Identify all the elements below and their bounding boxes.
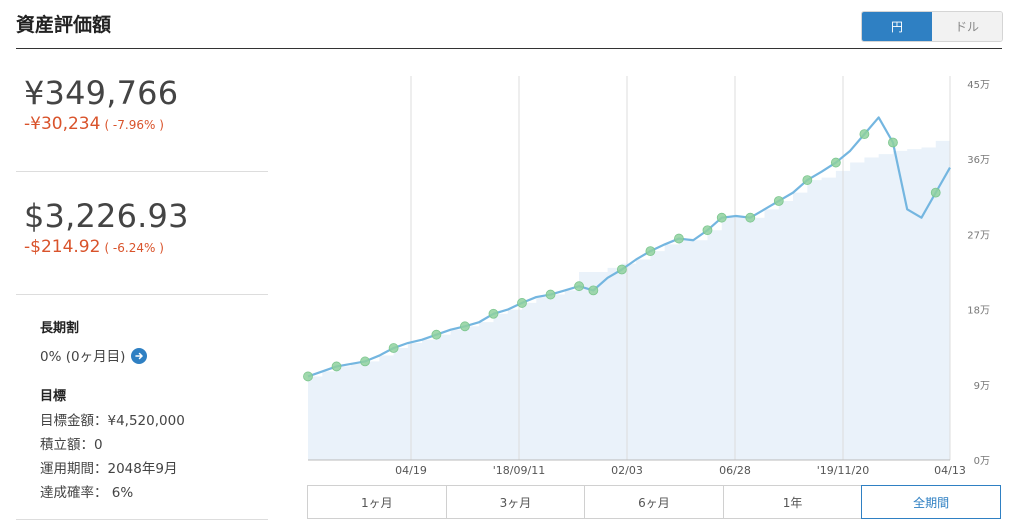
yen-change: -¥30,234( -7.96% ) [24, 114, 178, 134]
summary-divider [16, 294, 268, 295]
y-tick-label: 27万 [967, 230, 990, 241]
range-tab-all[interactable]: 全期間 [861, 485, 1001, 519]
summary-divider [16, 171, 268, 172]
deposit-marker [859, 129, 870, 140]
deposit-marker [488, 308, 499, 319]
deposit-marker [645, 246, 656, 257]
y-tick-label: 9万 [974, 381, 990, 392]
usd-change-percent: ( -6.24% ) [104, 241, 164, 255]
long-term-value: 0% (0ヶ月目) [40, 349, 126, 365]
long-term-arrow-button[interactable] [131, 348, 148, 364]
dollar-currency-button[interactable]: ドル [932, 12, 1002, 41]
yen-summary: ¥349,766 -¥30,234( -7.96% ) [24, 74, 178, 134]
y-tick-label: 45万 [967, 80, 990, 91]
header-divider [16, 48, 1002, 49]
usd-total-value: $3,226.93 [24, 197, 189, 235]
range-tab-1m[interactable]: 1ヶ月 [308, 486, 447, 518]
x-tick-label: 02/03 [611, 464, 643, 476]
deposit-marker [303, 371, 313, 382]
deposit-marker [460, 321, 470, 332]
panel-bottom-divider [16, 519, 268, 520]
deposit-marker [802, 175, 813, 185]
yen-currency-button[interactable]: 円 [862, 12, 932, 41]
asset-value-chart: 04/19 '18/09/11 02/03 06/28 '19/11/20 04/13 0万… [303, 76, 990, 476]
goal-label: 目標 [40, 389, 67, 404]
x-tick-label: 06/28 [719, 464, 751, 476]
deposit-marker [574, 281, 584, 292]
range-tab-6m[interactable]: 6ヶ月 [585, 486, 724, 518]
page-title: 資産評価額 [16, 14, 112, 36]
deposit-marker [830, 157, 841, 168]
deposit-marker [545, 289, 556, 300]
deposit-marker [616, 264, 627, 275]
yen-change-amount: -¥30,234 [24, 114, 101, 134]
deposit-marker [716, 212, 727, 223]
arrow-right-icon [135, 352, 144, 360]
deposit-marker [674, 233, 684, 244]
usd-change-amount: -$214.92 [24, 237, 101, 257]
usd-change: -$214.92( -6.24% ) [24, 237, 189, 257]
x-tick-label: 04/13 [934, 464, 966, 476]
x-tick-label: '18/09/11 [493, 464, 545, 476]
range-tab-3m[interactable]: 3ヶ月 [447, 486, 586, 518]
deposit-marker [360, 356, 370, 367]
goal-amount: 目標金額：¥4,520,000 [40, 413, 185, 429]
asset-value-line [307, 116, 951, 378]
long-term-value-row: 0% (0ヶ月目) [40, 345, 148, 365]
deposit-marker [331, 361, 342, 372]
deposit-marker [745, 212, 756, 223]
usd-summary: $3,226.93 -$214.92( -6.24% ) [24, 197, 189, 257]
deposit-marker [930, 187, 941, 198]
principal-area [308, 140, 950, 460]
goal-probability: 達成確率： 6% [40, 485, 134, 501]
y-tick-label: 36万 [967, 155, 990, 166]
yen-total-value: ¥349,766 [24, 74, 179, 112]
currency-toggle: 円 ドル [861, 11, 1003, 42]
x-tick-label: 04/19 [395, 464, 427, 476]
x-tick-label: '19/11/20 [817, 464, 869, 476]
deposit-marker [588, 285, 599, 296]
y-tick-label: 18万 [967, 306, 990, 317]
deposit-marker [388, 343, 399, 353]
range-tabs: 1ヶ月 3ヶ月 6ヶ月 1年 全期間 [307, 485, 1001, 519]
long-term-label: 長期割 [40, 321, 80, 336]
goal-installment: 積立額：0 [40, 437, 103, 453]
deposit-marker [702, 225, 713, 236]
deposit-marker [888, 137, 898, 148]
yen-change-percent: ( -7.96% ) [104, 118, 164, 132]
deposit-marker [431, 329, 442, 340]
deposit-marker [773, 196, 784, 206]
range-tab-1y[interactable]: 1年 [724, 486, 863, 518]
deposit-marker [517, 298, 527, 308]
goal-period: 運用期間：2048年9月 [40, 461, 178, 477]
y-tick-label: 0万 [974, 456, 990, 467]
